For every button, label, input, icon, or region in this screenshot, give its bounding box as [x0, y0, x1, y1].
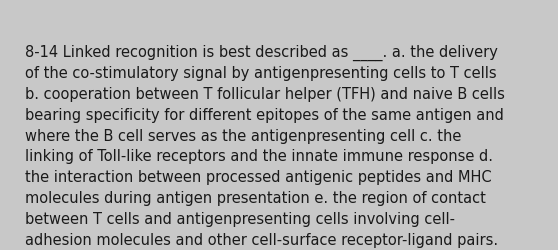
Text: linking of Toll-like receptors and the innate immune response d.: linking of Toll-like receptors and the i…	[25, 149, 493, 164]
Text: where the B cell serves as the antigenpresenting cell c. the: where the B cell serves as the antigenpr…	[25, 128, 461, 143]
Text: adhesion molecules and other cell-surface receptor-ligand pairs.: adhesion molecules and other cell-surfac…	[25, 232, 498, 247]
Text: between T cells and antigenpresenting cells involving cell-: between T cells and antigenpresenting ce…	[25, 211, 455, 226]
Text: the interaction between processed antigenic peptides and MHC: the interaction between processed antige…	[25, 170, 492, 184]
Text: of the co-stimulatory signal by antigenpresenting cells to T cells: of the co-stimulatory signal by antigenp…	[25, 66, 497, 81]
Text: bearing specificity for different epitopes of the same antigen and: bearing specificity for different epitop…	[25, 107, 504, 122]
Text: b. cooperation between T follicular helper (TFH) and naive B cells: b. cooperation between T follicular help…	[25, 86, 505, 102]
Text: 8-14 Linked recognition is best described as ____. a. the delivery: 8-14 Linked recognition is best describe…	[25, 45, 498, 61]
Text: molecules during antigen presentation e. the region of contact: molecules during antigen presentation e.…	[25, 190, 486, 205]
